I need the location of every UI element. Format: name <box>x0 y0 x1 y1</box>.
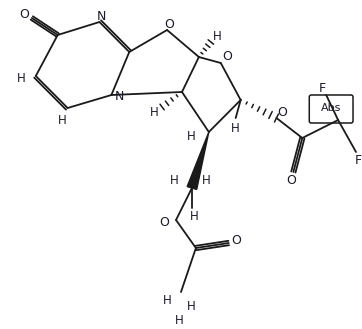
Text: N: N <box>115 90 124 104</box>
Text: O: O <box>222 50 232 63</box>
Text: O: O <box>19 8 29 20</box>
Text: H: H <box>163 293 172 307</box>
Text: O: O <box>159 215 169 229</box>
Text: H: H <box>186 299 195 313</box>
Text: H: H <box>202 173 210 187</box>
FancyBboxPatch shape <box>309 95 353 123</box>
Polygon shape <box>187 132 209 190</box>
Text: H: H <box>174 314 184 326</box>
Text: F: F <box>319 82 326 94</box>
Text: H: H <box>150 106 159 118</box>
Text: O: O <box>278 107 287 119</box>
Text: O: O <box>164 17 174 31</box>
Text: H: H <box>190 210 198 222</box>
Text: Abs: Abs <box>321 103 341 113</box>
Text: H: H <box>170 173 178 187</box>
Text: O: O <box>232 235 241 247</box>
Text: H: H <box>186 131 195 143</box>
Text: F: F <box>354 154 362 166</box>
Text: O: O <box>286 174 296 188</box>
Text: H: H <box>212 31 221 43</box>
Text: N: N <box>97 11 106 23</box>
Text: H: H <box>58 114 67 128</box>
Text: H: H <box>17 71 25 85</box>
Text: H: H <box>231 121 240 135</box>
